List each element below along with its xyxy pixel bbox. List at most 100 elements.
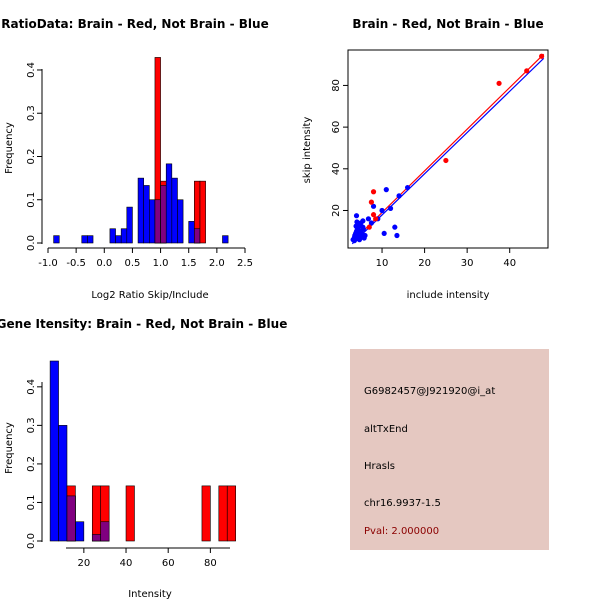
scatter-point-not-brain-25 [360,224,366,230]
ratio-bar-overlap-2 [194,228,201,244]
ratio-ytick-label-0: 0.0 [26,235,37,251]
gene-name: Hrasls [364,461,395,472]
scatter-point-brain-3 [443,157,449,164]
scatter-ytick-label-0: 20 [331,204,342,217]
scatter-xtick-label-2: 30 [461,258,474,269]
scatter-ytick-label-3: 80 [331,79,342,92]
gene-bar-brain-3 [125,485,135,542]
scatter-title: Brain - Red, Not Brain - Blue [352,17,543,31]
ratio-bar-notbrain-3 [109,228,116,244]
scatter-point-not-brain-30 [379,207,385,214]
scatter-ytick-label-1: 40 [331,162,342,175]
ratio-y-label: Frequency [4,122,15,174]
scatter-point-brain-6 [370,212,377,218]
ratio-xtick-label-5: 1.5 [181,258,197,269]
gene-ytick-label-4: 0.4 [26,379,37,395]
scatter-point-not-brain-37 [404,184,411,191]
ratio-ytick-label-2: 0.2 [26,149,37,165]
scatter-xtick-label-3: 40 [503,258,516,269]
ratio-bar-notbrain-13 [171,177,178,244]
probe-id: G6982457@J921920@i_at [364,386,496,397]
scatter-xtick-label-1: 20 [418,258,431,269]
scatter-point-not-brain-21 [354,229,360,235]
scatter-fit-line-brain [351,53,545,243]
gene-ytick-label-0: 0.0 [26,533,37,549]
scatter-point-not-brain-20 [361,235,367,241]
scatter-point-not-brain-31 [381,230,387,237]
ratio-bar-notbrain-7 [137,177,144,244]
gene-bar-brain-5 [218,485,228,542]
gene-xtick-label-2: 60 [162,558,175,569]
scatter-xtick-label-0: 10 [376,258,389,269]
ratio-ytick-label-3: 0.3 [26,105,37,121]
gene-ytick-label-1: 0.1 [26,495,37,511]
ratio-xtick-label-0: -1.0 [38,258,58,269]
gene-bar-notbrain-3 [75,521,85,542]
ratio-title: RatioData: Brain - Red, Not Brain - Blue [1,17,268,31]
info-panel: G6982457@J921920@i_at altTxEnd Hrasls ch… [350,349,549,550]
gene-bar-overlap-1 [91,534,102,542]
ratio-ytick-label-4: 0.4 [26,62,37,78]
scatter-plot: Brain - Red, Not Brain - Blue 10 20 30 40 2… [302,17,549,301]
ratio-bar-notbrain-6 [126,206,133,244]
scatter-point-not-brain-32 [383,187,389,193]
ratio-bar-notbrain-2 [87,235,94,244]
scatter-point-not-brain-34 [392,224,398,230]
scatter-point-not-brain-24 [353,213,360,219]
scatter-point-not-brain-35 [394,232,400,239]
ratio-bar-notbrain-5 [120,228,128,244]
scatter-point-brain-8 [366,224,372,230]
scatter-point-brain-4 [370,189,377,195]
gene-xtick-label-1: 40 [120,558,133,569]
scatter-point-not-brain-27 [368,220,375,226]
gene-bar-brain-1 [91,485,102,542]
ratio-bar-notbrain-8 [143,185,150,244]
ratio-bar-notbrain-4 [115,235,122,244]
scatter-point-brain-5 [368,199,375,205]
ratio-bar-brain-3 [199,180,206,244]
scatter-point-brain-7 [373,216,379,222]
ratio-xtick-label-6: 2.0 [209,258,225,269]
ratio-bar-overlap-0 [154,199,161,244]
chromosome-location: chr16.9937-1.5 [364,498,441,509]
gene-bar-overlap-2 [100,521,110,542]
gene-ytick-label-2: 0.2 [26,456,37,472]
scatter-point-not-brain-36 [396,193,402,199]
gene-bar-notbrain-1 [58,425,68,542]
event-type: altTxEnd [364,424,408,435]
scatter-fit-line-not-brain [351,57,545,245]
scatter-point-brain-0 [539,53,545,59]
scatter-frame [347,49,549,249]
scatter-point-brain-1 [524,68,530,74]
pval-text: Pval: 2.000000 [364,526,440,537]
ratio-bar-notbrain-1 [81,235,88,244]
scatter-ytick-label-2: 60 [331,121,342,134]
ratio-xtick-label-2: 0.0 [96,258,112,269]
scatter-point-not-brain-33 [387,205,394,211]
ratio-xtick-label-3: 0.5 [124,258,140,269]
scatter-point-brain-2 [496,80,502,86]
ratio-histogram: RatioData: Brain - Red, Not Brain - Blue… [1,17,268,301]
scatter-point-not-brain-10 [360,218,366,224]
gene-title: Gene Itensity: Brain - Red, Not Brain - … [0,317,287,331]
gene-bar-overlap-0 [66,495,76,542]
gene-x-label: Intensity [128,589,172,600]
gene-xtick-label-0: 20 [77,558,90,569]
ratio-bar-notbrain-0 [53,235,60,244]
ratio-bar-notbrain-15 [188,221,195,244]
scatter-point-not-brain-23 [354,219,360,225]
ratio-xtick-label-1: -0.5 [66,258,86,269]
ratio-bar-overlap-1 [160,185,167,244]
ratio-bar-notbrain-14 [177,199,184,244]
scatter-point-not-brain-28 [370,203,377,209]
scatter-y-label: skip intensity [302,117,313,184]
gene-bar-brain-6 [226,485,236,542]
scatter-point-not-brain-26 [365,216,372,222]
ratio-bar-notbrain-17 [222,235,229,244]
scatter-point-not-brain-22 [353,223,359,229]
ratio-x-label: Log2 Ratio Skip/Include [91,290,208,301]
gene-ytick-label-3: 0.3 [26,417,37,433]
scatter-x-label: include intensity [407,290,490,301]
gene-xtick-label-3: 80 [204,558,217,569]
